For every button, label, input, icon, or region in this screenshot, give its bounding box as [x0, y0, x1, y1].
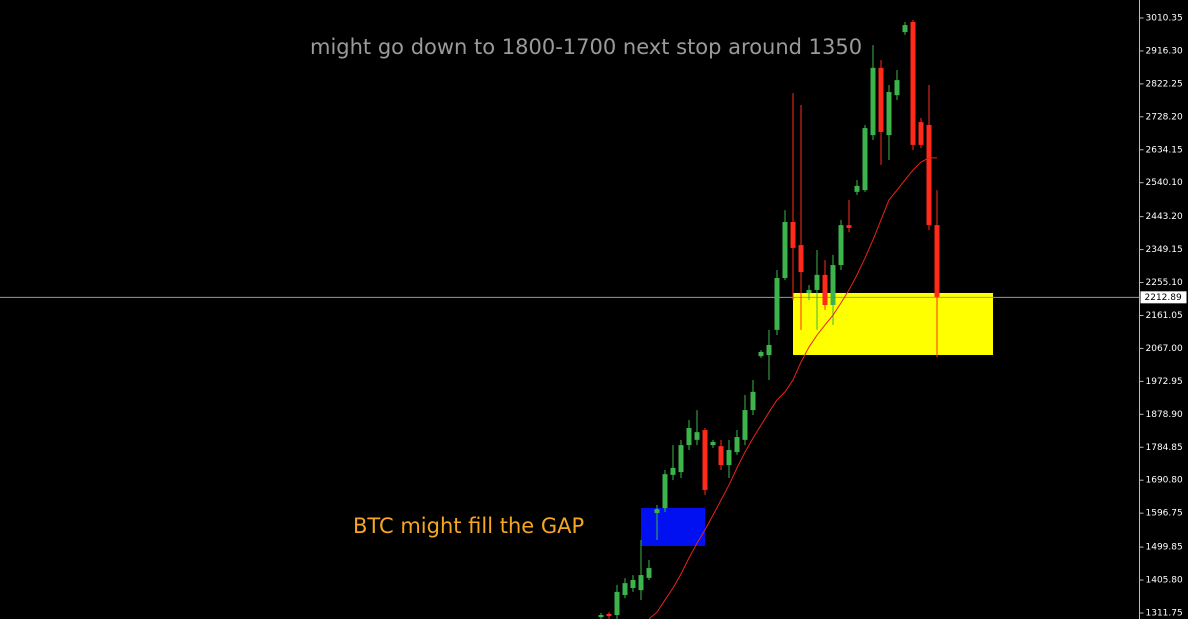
candle-body — [854, 185, 860, 192]
candle-body — [830, 265, 836, 305]
candle-body — [814, 274, 820, 290]
candle-body — [726, 450, 732, 466]
candle-body — [678, 445, 684, 473]
y-tick-label: 2443.20 — [1146, 212, 1183, 222]
candle-body — [606, 613, 612, 617]
y-tick-label: 1499.85 — [1146, 543, 1183, 553]
candle-body — [702, 430, 708, 490]
candle-body — [758, 351, 764, 357]
candle-body — [878, 67, 884, 132]
candle-body — [662, 474, 668, 509]
candle-body — [902, 25, 908, 33]
candle-body — [742, 410, 748, 440]
candle-body — [822, 274, 828, 305]
y-tick-label: 1784.85 — [1146, 443, 1183, 453]
candle-body — [806, 289, 812, 294]
y-tick-label: 2349.15 — [1146, 245, 1183, 255]
y-tick-label: 2634.15 — [1146, 145, 1183, 155]
y-tick-label: 2161.05 — [1146, 311, 1183, 321]
candle-body — [838, 225, 844, 266]
candle-body — [894, 80, 900, 96]
candle-body — [782, 221, 788, 279]
current-price-box — [1140, 291, 1187, 304]
annotation: BTC might fill the GAP — [353, 514, 584, 538]
candle-body — [774, 278, 780, 330]
y-tick-label: 1878.90 — [1146, 410, 1183, 420]
candle-body — [670, 467, 676, 475]
y-tick-label: 2822.25 — [1146, 79, 1183, 89]
candle-body — [910, 21, 916, 145]
candle-body — [718, 446, 724, 466]
y-tick-label: 1972.95 — [1146, 377, 1183, 387]
candle-body — [598, 615, 604, 618]
candle-body — [934, 225, 940, 297]
annotation: might go down to 1800-1700 next stop aro… — [310, 35, 862, 59]
candle-body — [614, 591, 620, 616]
candle-body — [686, 427, 692, 446]
candle-body — [798, 245, 804, 273]
y-tick-label: 2916.30 — [1146, 46, 1183, 56]
candle-body — [886, 92, 892, 136]
candle-body — [622, 583, 628, 596]
zone — [641, 507, 705, 546]
candle-body — [710, 441, 716, 446]
candle-body — [694, 432, 700, 440]
candle-body — [918, 122, 924, 145]
candle-body — [862, 128, 868, 191]
candle-body — [646, 568, 652, 578]
y-tick-label: 1405.80 — [1146, 576, 1183, 586]
candle-body — [638, 575, 644, 591]
y-tick-label: 1690.80 — [1146, 476, 1183, 486]
y-tick-label: 2728.20 — [1146, 112, 1183, 122]
y-tick-label: 3010.35 — [1146, 13, 1183, 23]
candle-body — [766, 344, 772, 356]
candle-body — [750, 391, 756, 411]
y-tick-label: 1596.75 — [1146, 509, 1183, 519]
y-tick-label: 1311.75 — [1146, 608, 1183, 618]
y-tick-label: 2255.10 — [1146, 278, 1183, 288]
current-price-label: 2212.89 — [1145, 293, 1182, 303]
candle-body — [870, 67, 876, 136]
y-tick-label: 2540.10 — [1146, 178, 1183, 188]
candle-body — [654, 509, 660, 514]
candle-body — [926, 124, 932, 226]
y-tick-label: 2067.00 — [1146, 344, 1183, 354]
candle-body — [630, 579, 636, 589]
candle-body — [734, 437, 740, 453]
candle-body — [790, 221, 796, 248]
candle-body — [846, 225, 852, 228]
moving-average-line — [648, 157, 937, 619]
